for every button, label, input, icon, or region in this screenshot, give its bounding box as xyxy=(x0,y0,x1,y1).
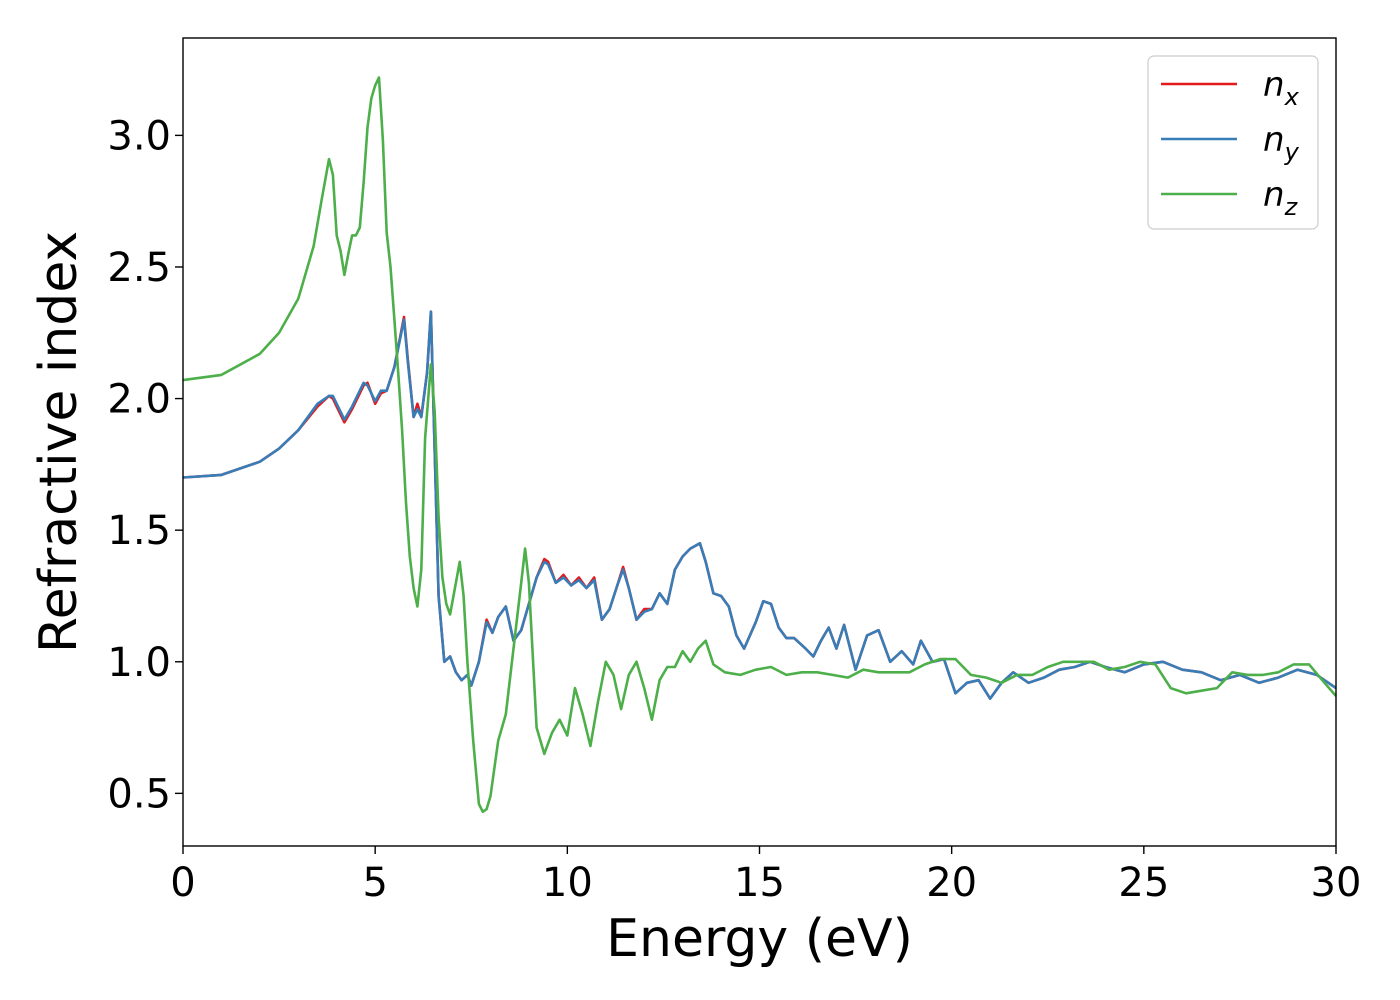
series-line-n-z xyxy=(182,76,1337,814)
legend-label-base: n xyxy=(1263,120,1285,160)
x-tick-label: 25 xyxy=(1118,860,1169,906)
y-axis-label: Refractive index xyxy=(29,231,89,653)
x-tick-label: 0 xyxy=(170,860,195,906)
x-axis: 0 5 10 15 20 25 30 xyxy=(170,846,1361,906)
x-tick-label: 5 xyxy=(362,860,387,906)
legend-label-n-y: ny xyxy=(1263,120,1300,166)
x-tick-label: 10 xyxy=(542,860,593,906)
x-tick-label: 30 xyxy=(1311,860,1362,906)
y-tick-label: 3.0 xyxy=(107,113,171,159)
legend-label-n-z: nz xyxy=(1263,175,1299,221)
y-tick-label: 2.0 xyxy=(107,377,171,423)
legend-box xyxy=(1147,55,1319,230)
y-tick-label: 1.5 xyxy=(107,508,171,554)
y-axis: 0.5 1.0 1.5 2.0 2.5 3.0 xyxy=(107,113,183,817)
legend-label-subscript: y xyxy=(1284,138,1300,166)
plot-area xyxy=(183,38,1336,846)
legend-label-subscript: x xyxy=(1284,83,1300,111)
series-layer xyxy=(182,76,1337,814)
legend-label-base: n xyxy=(1263,65,1285,105)
y-tick-label: 2.5 xyxy=(107,245,171,291)
legend-label-n-x: nx xyxy=(1263,65,1300,111)
legend-label-base: n xyxy=(1263,175,1285,215)
y-tick-label: 1.0 xyxy=(107,640,171,686)
x-tick-label: 20 xyxy=(926,860,977,906)
x-axis-label: Energy (eV) xyxy=(606,909,913,969)
legend-label-subscript: z xyxy=(1284,193,1299,221)
x-tick-label: 15 xyxy=(734,860,785,906)
y-tick-label: 0.5 xyxy=(107,771,171,817)
